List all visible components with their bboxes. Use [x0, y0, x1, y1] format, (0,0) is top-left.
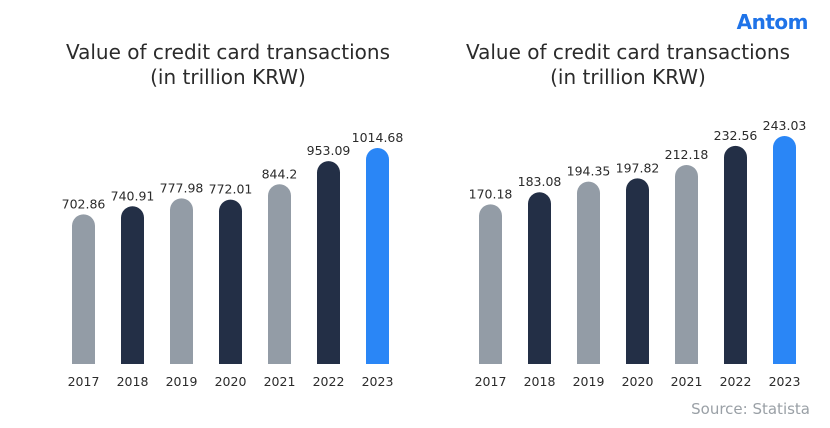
value-label: 772.01 — [209, 182, 253, 197]
bar-2020 — [626, 178, 649, 364]
bar-chart-right: 170.18 2017 183.08 2018 194.35 2019 197.82 2020… — [469, 118, 807, 389]
bar-2017 — [479, 204, 502, 364]
value-label: 243.03 — [763, 118, 807, 133]
value-label: 183.08 — [518, 174, 562, 189]
bar-2023 — [366, 148, 389, 364]
bar-2021 — [268, 184, 291, 364]
chart-title-left: Value of credit card transactions (in tr… — [28, 40, 428, 90]
category-label: 2019 — [573, 374, 605, 389]
category-label: 2023 — [362, 374, 394, 389]
category-label: 2018 — [524, 374, 556, 389]
category-label: 2022 — [720, 374, 752, 389]
value-label: 212.18 — [665, 147, 709, 162]
value-label: 1014.68 — [352, 130, 404, 145]
value-label: 844.2 — [262, 166, 298, 181]
category-label: 2019 — [166, 374, 198, 389]
chart-panel-right: Value of credit card transactions (in tr… — [428, 40, 828, 400]
bar-2021 — [675, 164, 698, 364]
value-label: 232.56 — [714, 128, 758, 143]
bar-2017 — [72, 214, 95, 364]
value-label: 777.98 — [160, 180, 204, 195]
chart-title-line2: (in trillion KRW) — [150, 65, 306, 89]
chart-title-line2: (in trillion KRW) — [550, 65, 706, 89]
bar-2022 — [724, 145, 747, 364]
bar-2019 — [170, 198, 193, 364]
category-label: 2018 — [117, 374, 149, 389]
bar-2018 — [121, 206, 144, 364]
category-label: 2020 — [215, 374, 247, 389]
source-note: Source: Statista — [691, 400, 810, 418]
antom-logo: Antom — [736, 10, 809, 34]
chart-title-right: Value of credit card transactions (in tr… — [428, 40, 828, 90]
category-label: 2023 — [769, 374, 801, 389]
category-label: 2020 — [622, 374, 654, 389]
value-label: 170.18 — [469, 186, 513, 201]
bar-2020 — [219, 199, 242, 364]
value-label: 740.91 — [111, 188, 155, 203]
bar-chart-left: 702.86 2017 740.91 2018 777.98 2019 772.01 2020… — [62, 130, 404, 389]
value-label: 702.86 — [62, 196, 106, 211]
bar-2019 — [577, 181, 600, 364]
bar-2018 — [528, 192, 551, 364]
value-label: 953.09 — [307, 143, 351, 158]
value-label: 197.82 — [616, 160, 660, 175]
chart-title-line1: Value of credit card transactions — [465, 40, 791, 64]
bar-2023 — [773, 136, 796, 364]
value-label: 194.35 — [567, 164, 611, 179]
category-label: 2021 — [264, 374, 296, 389]
category-label: 2017 — [475, 374, 507, 389]
chart-title-line1: Value of credit card transactions — [65, 40, 391, 64]
bar-2022 — [317, 161, 340, 364]
category-label: 2021 — [671, 374, 703, 389]
category-label: 2022 — [313, 374, 345, 389]
chart-panel-left: Value of credit card transactions (in tr… — [28, 40, 428, 400]
category-label: 2017 — [68, 374, 100, 389]
